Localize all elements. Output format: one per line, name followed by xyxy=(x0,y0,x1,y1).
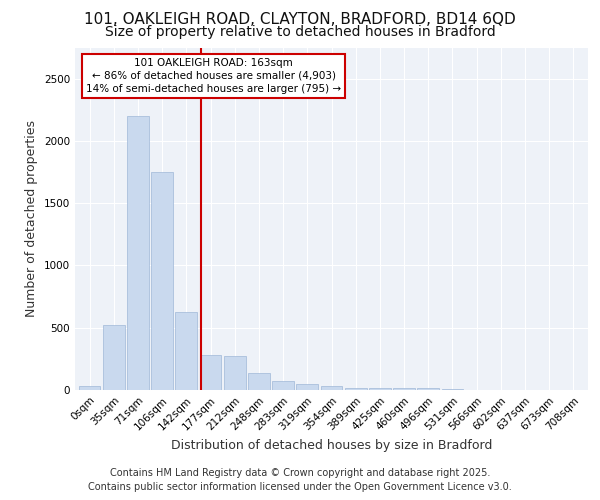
Bar xyxy=(151,172,173,390)
Bar xyxy=(320,386,343,390)
Bar xyxy=(369,388,391,390)
Bar xyxy=(345,388,367,390)
Text: Size of property relative to detached houses in Bradford: Size of property relative to detached ho… xyxy=(104,25,496,39)
Bar xyxy=(393,388,415,390)
Bar xyxy=(418,388,439,390)
Bar xyxy=(248,372,270,390)
Text: 101, OAKLEIGH ROAD, CLAYTON, BRADFORD, BD14 6QD: 101, OAKLEIGH ROAD, CLAYTON, BRADFORD, B… xyxy=(84,12,516,28)
Text: Contains HM Land Registry data © Crown copyright and database right 2025.
Contai: Contains HM Land Registry data © Crown c… xyxy=(88,468,512,492)
Bar xyxy=(103,325,125,390)
X-axis label: Distribution of detached houses by size in Bradford: Distribution of detached houses by size … xyxy=(171,438,492,452)
Bar xyxy=(79,386,100,390)
Bar xyxy=(296,384,318,390)
Bar xyxy=(224,356,245,390)
Text: 101 OAKLEIGH ROAD: 163sqm
← 86% of detached houses are smaller (4,903)
14% of se: 101 OAKLEIGH ROAD: 163sqm ← 86% of detac… xyxy=(86,58,341,94)
Bar xyxy=(272,382,294,390)
Bar xyxy=(175,312,197,390)
Bar xyxy=(127,116,149,390)
Y-axis label: Number of detached properties: Number of detached properties xyxy=(25,120,38,318)
Bar xyxy=(200,355,221,390)
